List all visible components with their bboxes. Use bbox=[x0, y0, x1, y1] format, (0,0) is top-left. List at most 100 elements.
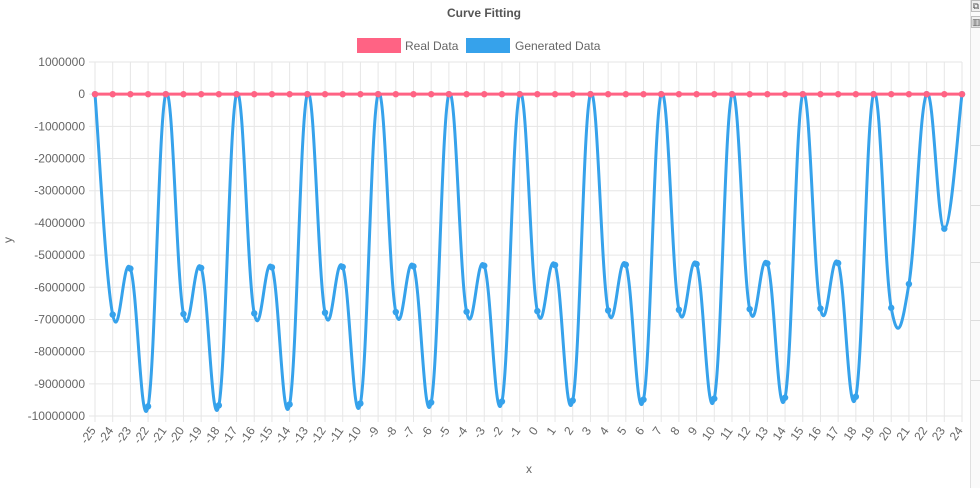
data-point-real-data[interactable] bbox=[127, 90, 134, 98]
data-point-real-data[interactable] bbox=[286, 90, 293, 98]
data-point-generated-data[interactable] bbox=[251, 310, 258, 317]
data-point-real-data[interactable] bbox=[799, 90, 806, 98]
data-point-real-data[interactable] bbox=[445, 90, 453, 98]
x-tick-label: -15 bbox=[254, 424, 276, 447]
data-point-generated-data[interactable] bbox=[941, 225, 948, 232]
data-point-real-data[interactable] bbox=[834, 90, 842, 98]
data-point-real-data[interactable] bbox=[551, 90, 559, 98]
data-point-generated-data[interactable] bbox=[268, 264, 276, 271]
data-point-generated-data[interactable] bbox=[481, 262, 488, 269]
data-point-generated-data[interactable] bbox=[551, 261, 559, 269]
data-point-generated-data[interactable] bbox=[127, 265, 134, 272]
x-tick-label: 17 bbox=[823, 424, 842, 443]
data-point-real-data[interactable] bbox=[728, 90, 736, 98]
data-point-real-data[interactable] bbox=[746, 90, 753, 98]
data-point-real-data[interactable] bbox=[622, 90, 630, 98]
data-point-real-data[interactable] bbox=[658, 90, 665, 98]
x-tick-label: -23 bbox=[113, 424, 135, 447]
data-point-real-data[interactable] bbox=[958, 90, 966, 98]
data-point-generated-data[interactable] bbox=[410, 263, 417, 270]
data-point-real-data[interactable] bbox=[888, 90, 895, 98]
data-point-real-data[interactable] bbox=[604, 90, 612, 98]
data-point-real-data[interactable] bbox=[410, 90, 417, 98]
data-point-real-data[interactable] bbox=[923, 90, 930, 98]
data-point-generated-data[interactable] bbox=[534, 307, 541, 315]
data-point-real-data[interactable] bbox=[321, 90, 329, 98]
data-point-real-data[interactable] bbox=[144, 90, 152, 98]
data-point-real-data[interactable] bbox=[251, 90, 258, 98]
data-point-generated-data[interactable] bbox=[746, 305, 753, 313]
data-point-real-data[interactable] bbox=[781, 90, 789, 98]
data-point-real-data[interactable] bbox=[215, 90, 223, 98]
data-point-real-data[interactable] bbox=[587, 90, 594, 98]
data-point-generated-data[interactable] bbox=[321, 309, 329, 316]
data-point-real-data[interactable] bbox=[711, 90, 718, 98]
data-point-real-data[interactable] bbox=[339, 90, 346, 98]
data-point-generated-data[interactable] bbox=[640, 396, 647, 403]
trash-icon[interactable]: ▥ bbox=[971, 16, 980, 28]
data-point-real-data[interactable] bbox=[91, 90, 99, 98]
data-point-generated-data[interactable] bbox=[569, 397, 576, 404]
data-point-real-data[interactable] bbox=[427, 90, 435, 98]
data-point-generated-data[interactable] bbox=[888, 304, 895, 312]
x-tick-label: -11 bbox=[326, 424, 347, 446]
data-point-real-data[interactable] bbox=[817, 90, 824, 98]
data-point-real-data[interactable] bbox=[162, 90, 169, 98]
data-point-generated-data[interactable] bbox=[463, 308, 470, 315]
data-point-real-data[interactable] bbox=[693, 90, 700, 98]
data-point-generated-data[interactable] bbox=[215, 402, 223, 409]
data-point-generated-data[interactable] bbox=[905, 280, 913, 288]
data-point-generated-data[interactable] bbox=[693, 260, 700, 268]
x-tick-label: -7 bbox=[400, 424, 418, 441]
data-point-real-data[interactable] bbox=[304, 90, 311, 98]
x-tick-label: 5 bbox=[614, 424, 629, 438]
data-point-generated-data[interactable] bbox=[109, 311, 116, 318]
data-point-generated-data[interactable] bbox=[392, 308, 399, 316]
data-point-real-data[interactable] bbox=[481, 90, 488, 98]
data-point-generated-data[interactable] bbox=[604, 307, 612, 314]
data-point-real-data[interactable] bbox=[463, 90, 470, 98]
data-point-generated-data[interactable] bbox=[852, 393, 860, 400]
data-point-real-data[interactable] bbox=[197, 90, 205, 98]
x-axis-label: x bbox=[526, 462, 532, 476]
data-point-real-data[interactable] bbox=[180, 90, 187, 98]
data-point-real-data[interactable] bbox=[109, 90, 116, 98]
data-point-real-data[interactable] bbox=[941, 90, 948, 98]
data-point-real-data[interactable] bbox=[905, 90, 913, 98]
x-tick-label: 3 bbox=[579, 424, 594, 438]
copy-icon[interactable]: ⧉ bbox=[971, 0, 980, 12]
data-point-real-data[interactable] bbox=[392, 90, 399, 98]
data-point-real-data[interactable] bbox=[233, 90, 240, 98]
data-point-generated-data[interactable] bbox=[764, 260, 771, 267]
data-point-real-data[interactable] bbox=[498, 90, 506, 98]
data-point-real-data[interactable] bbox=[675, 90, 683, 98]
data-point-generated-data[interactable] bbox=[357, 400, 364, 407]
data-point-generated-data[interactable] bbox=[427, 399, 435, 406]
data-point-generated-data[interactable] bbox=[834, 259, 842, 267]
data-point-generated-data[interactable] bbox=[675, 306, 683, 313]
data-point-real-data[interactable] bbox=[852, 90, 860, 98]
data-point-generated-data[interactable] bbox=[498, 398, 506, 405]
legend-item-real[interactable]: Real Data bbox=[357, 38, 459, 53]
data-point-generated-data[interactable] bbox=[197, 264, 205, 272]
data-point-real-data[interactable] bbox=[268, 90, 276, 98]
data-point-generated-data[interactable] bbox=[180, 310, 187, 318]
data-point-real-data[interactable] bbox=[569, 90, 576, 98]
data-point-generated-data[interactable] bbox=[339, 263, 346, 271]
data-point-generated-data[interactable] bbox=[144, 403, 152, 410]
data-point-generated-data[interactable] bbox=[817, 305, 824, 312]
data-point-generated-data[interactable] bbox=[622, 261, 630, 268]
data-point-generated-data[interactable] bbox=[711, 395, 718, 402]
data-point-real-data[interactable] bbox=[516, 90, 523, 98]
data-point-real-data[interactable] bbox=[764, 90, 771, 98]
x-tick-label: 19 bbox=[858, 424, 877, 443]
data-point-real-data[interactable] bbox=[374, 90, 382, 98]
x-tick-label: -8 bbox=[382, 424, 400, 441]
data-point-generated-data[interactable] bbox=[781, 394, 789, 401]
data-point-real-data[interactable] bbox=[534, 90, 541, 98]
data-point-real-data[interactable] bbox=[640, 90, 647, 98]
legend-item-generated[interactable]: Generated Data bbox=[466, 38, 601, 53]
data-point-real-data[interactable] bbox=[357, 90, 364, 98]
data-point-real-data[interactable] bbox=[870, 90, 877, 98]
data-point-generated-data[interactable] bbox=[286, 401, 293, 408]
